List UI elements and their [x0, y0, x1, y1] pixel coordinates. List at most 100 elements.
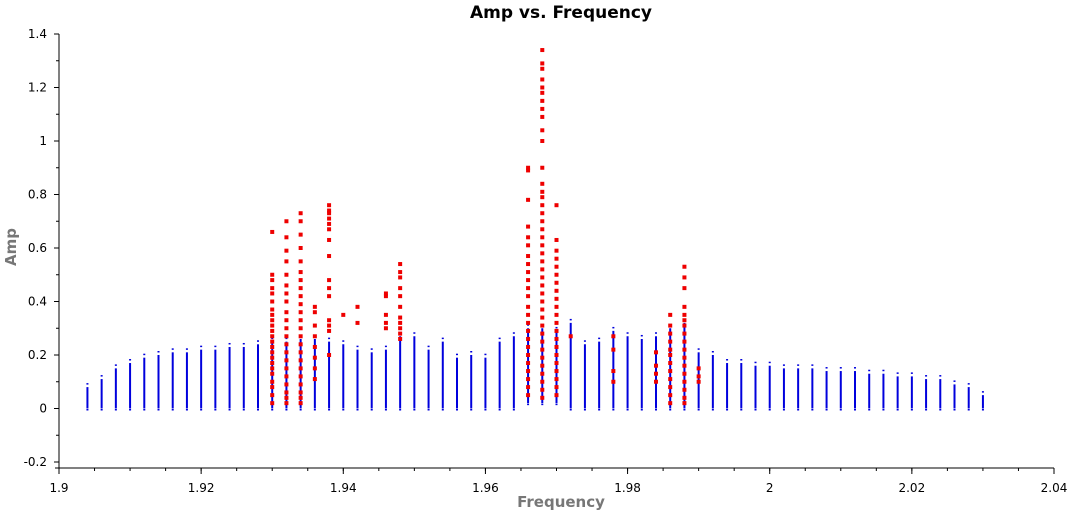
normal-point — [370, 409, 373, 411]
flagged-point — [327, 286, 332, 291]
flagged-point — [526, 312, 531, 317]
normal-point — [185, 348, 188, 350]
normal-point — [583, 409, 586, 411]
flagged-point — [270, 339, 275, 344]
flagged-point — [540, 77, 545, 82]
flagged-point — [540, 299, 545, 304]
y-tick-label: 0.6 — [28, 241, 47, 255]
normal-point — [854, 409, 856, 411]
flagged-point — [611, 334, 616, 339]
flagged-point — [540, 379, 545, 384]
flagged-point — [270, 312, 275, 317]
flagged-point — [270, 379, 275, 384]
flagged-point — [540, 181, 545, 186]
flagged-point — [298, 334, 303, 339]
flagged-point — [526, 353, 531, 357]
normal-point — [683, 409, 686, 411]
flagged-point — [327, 318, 332, 323]
flagged-point — [284, 374, 289, 379]
normal-point — [441, 337, 444, 340]
normal-point — [399, 409, 402, 411]
flagged-point — [540, 323, 545, 328]
normal-point — [413, 409, 416, 411]
normal-point — [697, 348, 700, 350]
x-tick-label: 1.92 — [188, 481, 215, 495]
flagged-point — [540, 387, 545, 392]
normal-point — [200, 345, 203, 348]
flagged-point — [540, 106, 545, 111]
flagged-point — [526, 361, 531, 366]
flagged-point — [611, 369, 616, 374]
normal-point — [626, 332, 629, 334]
normal-point — [356, 409, 359, 411]
flagged-point — [554, 312, 559, 317]
normal-point — [953, 380, 956, 382]
normal-point — [285, 337, 288, 340]
normal-point — [868, 409, 871, 411]
flagged-point — [284, 334, 289, 339]
normal-point — [825, 367, 828, 369]
flagged-point — [355, 304, 360, 309]
normal-point — [925, 409, 928, 411]
flagged-point — [383, 294, 388, 299]
flagged-point — [298, 259, 303, 264]
flagged-point — [682, 363, 687, 368]
normal-point — [569, 318, 572, 321]
flagged-point — [526, 168, 531, 173]
flagged-point — [668, 361, 673, 366]
normal-point — [384, 345, 387, 348]
flagged-point — [682, 347, 687, 352]
flagged-point — [284, 248, 289, 253]
flagged-point — [540, 363, 545, 368]
flagged-point — [298, 401, 303, 406]
flagged-point — [526, 304, 531, 309]
flagged-point — [312, 304, 317, 309]
normal-point — [527, 324, 530, 326]
flagged-point — [284, 390, 289, 395]
flagged-point — [668, 312, 673, 317]
flagged-point — [270, 291, 275, 296]
flagged-point — [554, 369, 559, 374]
normal-point — [512, 409, 515, 411]
flagged-point — [668, 323, 673, 328]
flagged-point — [270, 371, 275, 376]
x-tick-label: 1.94 — [330, 481, 357, 495]
flagged-point — [298, 310, 303, 315]
x-tick-label: 2.02 — [898, 481, 925, 495]
normal-point — [953, 409, 956, 411]
flagged-point — [298, 366, 303, 371]
flagged-point — [284, 382, 289, 387]
flagged-point — [298, 219, 303, 224]
flagged-point — [398, 275, 403, 280]
flagged-point — [668, 401, 673, 406]
flagged-point — [540, 267, 545, 272]
normal-point — [910, 409, 913, 411]
normal-point — [655, 332, 657, 334]
flagged-point — [526, 344, 531, 349]
flagged-point — [327, 203, 332, 208]
normal-point — [882, 409, 885, 411]
flagged-point — [327, 211, 332, 216]
flagged-point — [383, 326, 388, 331]
normal-point — [882, 369, 885, 372]
flagged-point — [526, 254, 531, 259]
flagged-point — [398, 331, 403, 336]
normal-point — [427, 345, 430, 348]
normal-point — [86, 383, 89, 385]
y-tick-label: 0.2 — [28, 348, 47, 362]
flagged-point — [383, 291, 388, 296]
normal-point — [456, 409, 458, 411]
flagged-point — [284, 219, 289, 224]
flagged-point — [554, 280, 559, 285]
flagged-point — [611, 347, 616, 352]
normal-point — [100, 409, 103, 411]
flagged-point — [654, 379, 658, 384]
normal-point — [171, 409, 174, 411]
normal-point — [114, 364, 117, 366]
normal-point — [242, 342, 245, 345]
flagged-point — [540, 259, 545, 264]
flagged-point — [355, 320, 360, 325]
flagged-point — [327, 323, 332, 328]
normal-point — [939, 409, 942, 411]
flagged-point — [554, 237, 559, 242]
